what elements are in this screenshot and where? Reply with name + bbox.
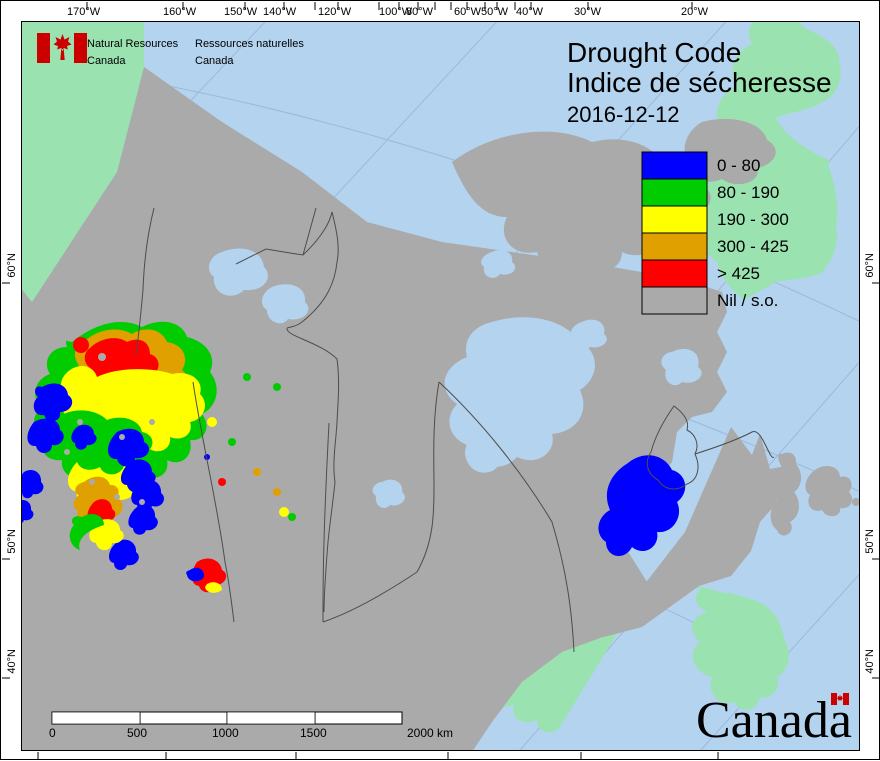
svg-text:Ressources naturelles: Ressources naturelles: [195, 38, 304, 50]
svg-text:Drought Code: Drought Code: [567, 37, 741, 68]
svg-text:Canada: Canada: [696, 692, 852, 749]
svg-text:Canada: Canada: [195, 55, 234, 67]
svg-text:Indice de sécheresse: Indice de sécheresse: [567, 67, 832, 98]
svg-text:Canada: Canada: [87, 55, 126, 67]
svg-text:500: 500: [127, 726, 147, 740]
svg-text:0: 0: [49, 726, 56, 740]
svg-text:> 425: > 425: [717, 264, 760, 283]
svg-text:2016-12-12: 2016-12-12: [567, 102, 680, 127]
svg-text:80 - 190: 80 - 190: [717, 183, 779, 202]
svg-text:190 - 300: 190 - 300: [717, 210, 789, 229]
svg-text:300 - 425: 300 - 425: [717, 237, 789, 256]
svg-text:Nil / s.o.: Nil / s.o.: [717, 291, 778, 310]
svg-text:0 - 80: 0 - 80: [717, 156, 760, 175]
svg-text:1500: 1500: [300, 726, 327, 740]
svg-text:2000 km: 2000 km: [407, 726, 453, 740]
svg-text:1000: 1000: [212, 726, 239, 740]
svg-text:Natural Resources: Natural Resources: [87, 38, 179, 50]
